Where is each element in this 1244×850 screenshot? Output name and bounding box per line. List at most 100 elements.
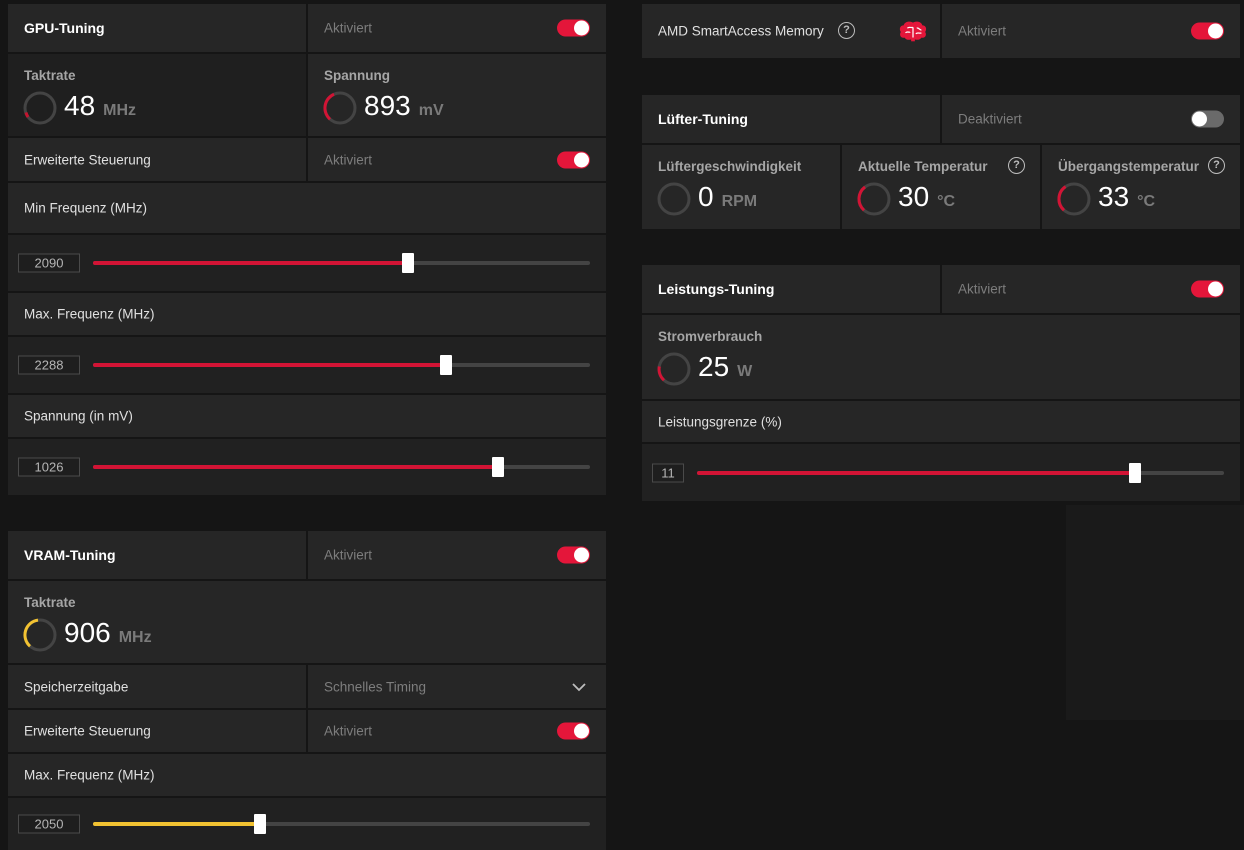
gpu-voltage-gauge-icon [323,91,357,125]
gpu-min-freq-label: Min Frequenz (MHz) [24,200,148,216]
current-temp-label: Aktuelle Temperatur [858,159,988,174]
gpu-voltage-value: 893 [364,90,411,121]
vram-max-freq-label: Max. Frequenz (MHz) [24,767,155,783]
smart-access-status: Aktiviert [958,23,1007,39]
gpu-advanced-row: Erweiterte Steuerung Aktiviert [8,138,606,183]
vram-clock-metric: Taktrate 906 MHz [8,581,606,665]
fan-tuning-header: Lüfter-Tuning Deaktiviert [642,95,1240,145]
current-temp-gauge-icon [857,182,891,216]
gpu-tuning-title: GPU-Tuning [24,20,105,36]
fan-speed-metric: Lüftergeschwindigkeit 0 RPM [642,145,840,229]
power-consumption-unit: W [737,363,753,380]
gpu-clock-metric: Taktrate 48 MHz [8,54,306,136]
current-temp-help-icon[interactable]: ? [1008,157,1025,174]
gpu-clock-label: Taktrate [24,68,76,83]
gpu-max-freq-input[interactable]: 2288 [18,355,80,375]
power-limit-slider-row: 11 [642,444,1240,501]
vram-clock-unit: MHz [118,629,152,646]
power-tuning-panel: Leistungs-Tuning Aktiviert Stromverbrauc… [642,265,1240,501]
vram-max-freq-label-row: Max. Frequenz (MHz) [8,754,606,798]
gpu-voltage-label: Spannung [324,68,390,83]
gpu-min-freq-label-row: Min Frequenz (MHz) [8,183,606,235]
vram-advanced-status: Aktiviert [324,723,373,739]
smart-access-toggle[interactable] [1191,22,1224,40]
smart-access-label: AMD SmartAccess Memory [658,23,824,39]
current-temp-metric: Aktuelle Temperatur ? 30 °C [840,145,1040,229]
vram-advanced-label: Erweiterte Steuerung [24,723,151,739]
gpu-clock-gauge-icon [23,91,57,125]
gpu-metrics-row: Taktrate 48 MHz Spannung 893 mV [8,54,606,138]
power-tuning-status: Aktiviert [958,281,1007,297]
fan-tuning-status: Deaktiviert [958,111,1022,127]
gpu-voltage-slider-label: Spannung (in mV) [24,408,133,424]
current-temp-unit: °C [937,193,956,210]
gpu-voltage-slider[interactable] [93,457,590,477]
junction-temp-value: 33 [1098,181,1130,212]
gpu-max-freq-label: Max. Frequenz (MHz) [24,306,155,322]
junction-temp-metric: Übergangstemperatur ? 33 °C [1040,145,1240,229]
vram-timing-label: Speicherzeitgabe [24,679,129,694]
power-limit-slider-thumb[interactable] [1128,462,1141,483]
fan-metrics-row: Lüftergeschwindigkeit 0 RPM Aktuelle Tem… [642,145,1240,229]
junction-temp-unit: °C [1137,193,1156,210]
junction-temp-help-icon[interactable]: ? [1208,157,1225,174]
gpu-voltage-metric: Spannung 893 mV [306,54,606,136]
vram-tuning-header: VRAM-Tuning Aktiviert [8,531,606,581]
fan-tuning-title: Lüfter-Tuning [658,111,748,127]
gpu-tuning-status: Aktiviert [324,20,373,36]
gpu-tuning-header: GPU-Tuning Aktiviert [8,4,606,54]
vram-clock-label: Taktrate [24,595,76,610]
power-tuning-toggle[interactable] [1191,280,1224,298]
vram-max-freq-slider[interactable] [93,814,590,834]
gpu-min-freq-slider-row: 2090 [8,235,606,293]
gpu-voltage-slider-row: 1026 [8,439,606,495]
gpu-advanced-status: Aktiviert [324,152,373,167]
vram-max-freq-input[interactable]: 2050 [18,814,80,834]
power-limit-slider[interactable] [697,462,1224,483]
fan-speed-unit: RPM [721,193,758,210]
fan-speed-gauge-icon [657,182,691,216]
fan-tuning-panel: Lüfter-Tuning Deaktiviert Lüftergeschwin… [642,95,1240,229]
vram-max-freq-slider-thumb[interactable] [254,814,267,834]
gpu-min-freq-slider-thumb[interactable] [401,253,414,273]
gpu-advanced-toggle[interactable] [557,151,590,168]
vram-max-freq-slider-row: 2050 [8,798,606,850]
gpu-clock-value: 48 [64,90,96,121]
fan-tuning-toggle[interactable] [1191,110,1224,128]
power-limit-label: Leistungsgrenze (%) [658,414,782,429]
fan-speed-label: Lüftergeschwindigkeit [658,159,802,174]
gpu-tuning-panel: GPU-Tuning Aktiviert Taktrate 48 MHz Spa… [8,4,606,495]
smart-access-help-icon[interactable]: ? [838,22,855,39]
junction-temp-gauge-icon [1057,182,1091,216]
vram-tuning-status: Aktiviert [324,547,373,563]
power-consumption-metric: Stromverbrauch 25 W [642,315,1240,401]
power-consumption-gauge-icon [657,352,691,386]
vram-clock-value: 906 [64,617,111,648]
vram-advanced-row: Erweiterte Steuerung Aktiviert [8,710,606,754]
gpu-min-freq-input[interactable]: 2090 [18,253,80,273]
vram-tuning-toggle[interactable] [557,546,590,564]
power-consumption-label: Stromverbrauch [658,329,763,344]
chevron-down-icon[interactable] [572,682,586,692]
vram-timing-dropdown[interactable]: Schnelles Timing [306,665,606,708]
gpu-tuning-toggle[interactable] [557,19,590,37]
junction-temp-label: Übergangstemperatur [1058,159,1200,174]
brain-icon [899,21,927,42]
power-tuning-title: Leistungs-Tuning [658,281,775,297]
gpu-advanced-label: Erweiterte Steuerung [24,152,151,167]
vram-timing-selected: Schnelles Timing [324,679,427,694]
power-limit-input[interactable]: 11 [652,463,684,482]
gpu-max-freq-slider-row: 2288 [8,337,606,395]
current-temp-value: 30 [898,181,930,212]
vram-advanced-toggle[interactable] [557,722,590,740]
gpu-voltage-unit: mV [418,102,444,119]
gpu-clock-unit: MHz [103,102,137,119]
background-panel [1066,505,1244,720]
vram-tuning-panel: VRAM-Tuning Aktiviert Taktrate 906 MHz S… [8,531,606,850]
gpu-max-freq-slider-thumb[interactable] [440,355,453,375]
gpu-min-freq-slider[interactable] [93,253,590,273]
power-limit-label-row: Leistungsgrenze (%) [642,401,1240,444]
gpu-voltage-input[interactable]: 1026 [18,457,80,477]
gpu-voltage-slider-thumb[interactable] [492,457,505,477]
gpu-max-freq-slider[interactable] [93,355,590,375]
